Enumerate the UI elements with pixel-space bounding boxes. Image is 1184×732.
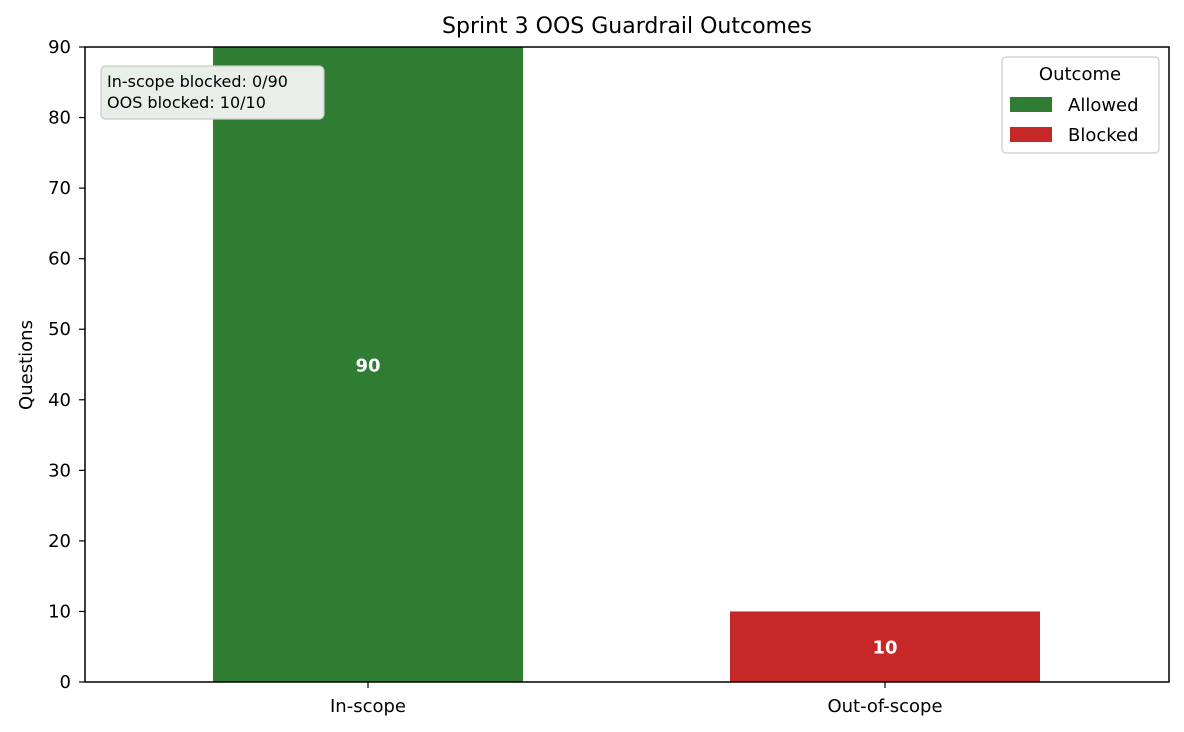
legend-label-allowed: Allowed xyxy=(1068,95,1139,116)
bar-out-of-scope-blocked xyxy=(730,611,1040,682)
y-tick-label: 50 xyxy=(48,319,71,340)
axes-frame xyxy=(84,46,1170,683)
bar-value-label: 90 xyxy=(355,356,380,377)
y-tick-label: 40 xyxy=(48,390,71,411)
y-tick-label: 20 xyxy=(48,531,71,552)
bar-in-scope-allowed xyxy=(213,47,523,682)
y-tick-label: 90 xyxy=(48,37,71,58)
y-axis: 0 10 20 30 40 50 60 70 80 90 xyxy=(48,37,85,693)
annotation-line-1: In-scope blocked: 0/90 xyxy=(107,72,288,91)
legend-label-blocked: Blocked xyxy=(1068,125,1139,146)
legend-title: Outcome xyxy=(1039,64,1121,85)
y-axis-label: Questions xyxy=(16,320,37,410)
bar-labels-group: 90 10 xyxy=(355,356,897,659)
bar-value-label: 10 xyxy=(872,638,897,659)
annotation-line-2: OOS blocked: 10/10 xyxy=(107,93,266,112)
x-tick-label: In-scope xyxy=(330,696,406,717)
y-tick-label: 0 xyxy=(60,672,71,693)
y-tick-label: 60 xyxy=(48,249,71,270)
legend-swatch-allowed xyxy=(1010,97,1052,112)
x-tick-label: Out-of-scope xyxy=(827,696,942,717)
y-tick-label: 30 xyxy=(48,460,71,481)
legend: Outcome Allowed Blocked xyxy=(1001,56,1160,154)
legend-swatch-blocked xyxy=(1010,127,1052,142)
chart-title: Sprint 3 OOS Guardrail Outcomes xyxy=(442,14,812,39)
y-tick-label: 10 xyxy=(48,601,71,622)
y-tick-label: 80 xyxy=(48,108,71,129)
summary-annotation: In-scope blocked: 0/90 OOS blocked: 10/1… xyxy=(100,65,325,120)
bars-group xyxy=(213,47,1040,682)
annotation-box xyxy=(100,65,325,120)
x-axis: In-scope Out-of-scope xyxy=(330,682,943,717)
y-tick-label: 70 xyxy=(48,178,71,199)
